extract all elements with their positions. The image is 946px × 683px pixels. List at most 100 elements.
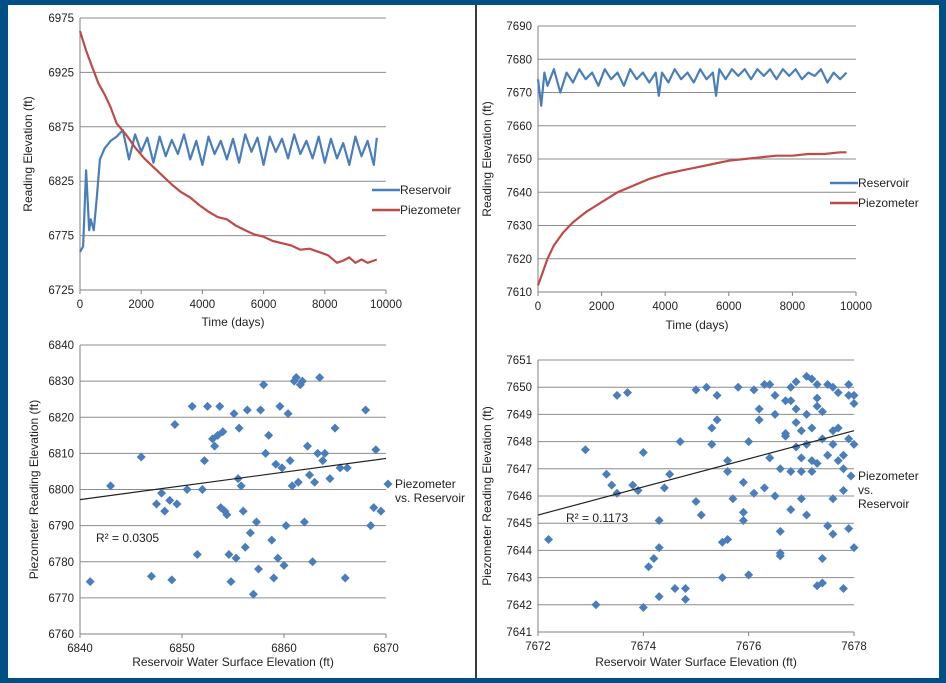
- chart3-data-point: [335, 463, 345, 473]
- chart3-data-point: [199, 456, 209, 466]
- chart4-data-point: [812, 401, 822, 411]
- chart1-series-reservoir-line: [79, 129, 378, 253]
- chart3-data-point: [157, 488, 167, 498]
- chart4-data-point: [833, 456, 843, 466]
- chart4-data-point: [838, 450, 848, 460]
- chart2-xtick-label: 10000: [840, 301, 872, 313]
- chart4-data-point: [623, 388, 633, 398]
- chart4-legend-label: vs.: [858, 483, 873, 497]
- chart4-data-point: [702, 382, 712, 392]
- chart4-legend-marker: [846, 471, 856, 481]
- chart4-ytick-label: 7644: [506, 545, 532, 557]
- chart4-data-point: [649, 554, 659, 564]
- chart4-data-point: [828, 529, 838, 539]
- chart4-data-point: [744, 437, 754, 447]
- chart3-xtick-label: 6850: [169, 643, 195, 655]
- chart4-data-point: [849, 390, 859, 400]
- chart4-data-point: [791, 418, 801, 428]
- chart4-data-point: [754, 404, 764, 414]
- chart3-data-point: [369, 503, 379, 513]
- chart4-data-point: [728, 494, 738, 504]
- chart4-data-point: [796, 494, 806, 504]
- chart4-ytick-label: 7643: [506, 573, 532, 585]
- chart3-data-point: [218, 427, 228, 437]
- chart4-data-point: [691, 385, 701, 395]
- chart3-legend-label: Piezometer: [395, 477, 456, 491]
- chart2-ytick-label: 7630: [506, 221, 532, 233]
- chart2-xtick-label: 8000: [780, 301, 806, 313]
- chart4-data-point: [802, 510, 812, 520]
- chart4-data-point: [723, 456, 733, 466]
- chart4-ytick-label: 7642: [506, 600, 532, 612]
- chart4-data-point: [807, 467, 817, 477]
- chart3-data-point: [245, 528, 255, 538]
- chart3-data-point: [210, 441, 220, 451]
- chart3-x-axis-label: Reservoir Water Surface Elevation (ft): [132, 655, 334, 669]
- chart3-ytick-label: 6820: [48, 412, 74, 424]
- chart3-data-point: [248, 589, 258, 599]
- chart4-data-point: [775, 526, 785, 536]
- chart3-data-point: [222, 510, 232, 520]
- chart4-data-point: [675, 437, 685, 447]
- chart4-data-point: [796, 467, 806, 477]
- chart3-data-point: [313, 448, 323, 458]
- chart4-data-point: [680, 583, 690, 593]
- chart3-data-point: [318, 456, 328, 466]
- chart3-data-point: [330, 423, 340, 433]
- chart3-data-point: [172, 499, 182, 509]
- chart3-y-axis-label: Piezometer Reading Elevation (ft): [27, 400, 41, 579]
- chart4-data-point: [759, 483, 769, 493]
- chart4-trendline: [537, 430, 855, 516]
- chart1-xtick-label: 10000: [370, 299, 402, 311]
- chart4-data-point: [844, 524, 854, 534]
- chart4-data-point: [717, 573, 727, 583]
- chart3-data-point: [371, 445, 381, 455]
- chart4-legend-label: Piezometer: [858, 469, 919, 483]
- chart3-r-squared-label: R² = 0.0305: [96, 531, 159, 545]
- chart4-data-point: [612, 488, 622, 498]
- chart4-data-point: [628, 480, 638, 490]
- chart4-data-point: [744, 570, 754, 580]
- chart3-xtick-label: 6840: [67, 643, 93, 655]
- chart2-ytick-label: 7670: [506, 88, 532, 100]
- chart4-xtick-label: 7676: [736, 641, 762, 653]
- chart1-xtick-label: 6000: [251, 299, 277, 311]
- chart4-data-point: [791, 377, 801, 387]
- chart3-ytick-label: 6830: [48, 376, 74, 388]
- chart3-data-point: [261, 448, 271, 458]
- chart4-x-axis-label: Reservoir Water Surface Elevation (ft): [595, 655, 797, 669]
- chart3-data-point: [229, 409, 239, 419]
- chart3-data-point: [203, 401, 212, 411]
- chart2-xtick-label: 2000: [589, 301, 615, 313]
- chart4-data-point: [844, 379, 854, 389]
- chart4-data-point: [638, 447, 648, 457]
- chart2-x-axis-label: Time (days): [666, 318, 729, 332]
- chart4-ytick-label: 7650: [506, 382, 532, 394]
- chart2-series-piezometer-line: [536, 151, 847, 286]
- chart3-data-point: [240, 542, 250, 552]
- chart4-data-point: [765, 379, 775, 389]
- chart4-data-point: [580, 445, 590, 455]
- chart3-data-point: [267, 535, 277, 545]
- chart4-data-point: [775, 548, 785, 558]
- chart3-ytick-label: 6800: [48, 485, 74, 497]
- chart4-data-point: [749, 385, 759, 395]
- chart3-data-point: [254, 564, 263, 574]
- chart4-data-point: [654, 515, 664, 525]
- chart3-data-point: [342, 463, 352, 473]
- chart4-data-point: [712, 390, 722, 400]
- chart3-data-point: [320, 448, 330, 458]
- chart4-data-point: [659, 483, 669, 493]
- chart3-data-point: [231, 553, 241, 563]
- chart2-ytick-label: 7690: [506, 21, 532, 33]
- chart4-data-point: [638, 603, 648, 613]
- chart3-data-point: [269, 573, 279, 583]
- chart4-data-point: [823, 450, 833, 460]
- chart3-trendline: [79, 457, 387, 501]
- chart1-ytick-label: 6825: [48, 176, 74, 188]
- chart4-data-point: [765, 453, 775, 463]
- chart3-data-point: [297, 376, 307, 386]
- chart4-data-point: [670, 583, 680, 593]
- chart2-ytick-label: 7680: [506, 54, 532, 66]
